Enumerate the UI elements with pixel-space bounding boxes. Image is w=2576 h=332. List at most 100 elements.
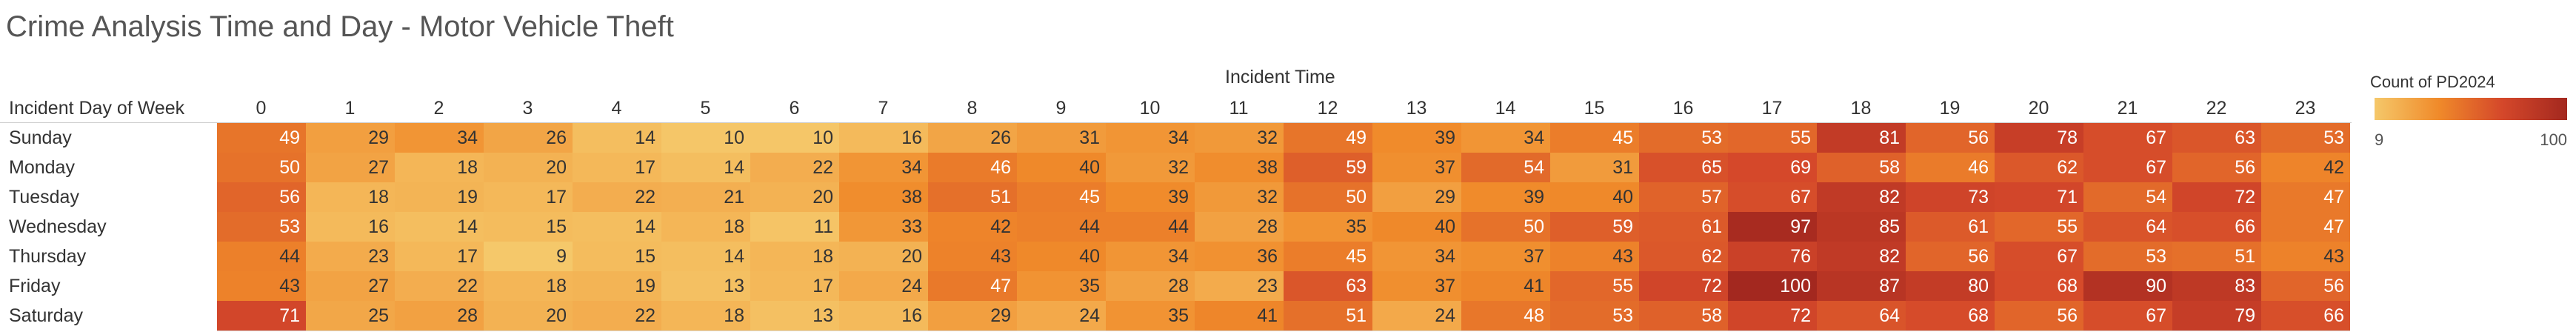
heatmap-cell[interactable]: 53 — [2083, 242, 2172, 271]
heatmap-cell[interactable]: 16 — [839, 301, 928, 331]
heatmap-cell[interactable]: 10 — [750, 123, 839, 153]
heatmap-cell[interactable]: 68 — [1995, 271, 2083, 301]
heatmap-cell[interactable]: 20 — [839, 242, 928, 271]
heatmap-cell[interactable]: 44 — [217, 242, 306, 271]
heatmap-cell[interactable]: 42 — [928, 212, 1017, 242]
heatmap-cell[interactable]: 27 — [306, 153, 395, 182]
heatmap-cell[interactable]: 32 — [1195, 123, 1284, 153]
heatmap-cell[interactable]: 50 — [1284, 182, 1372, 212]
heatmap-cell[interactable]: 18 — [484, 271, 573, 301]
heatmap-cell[interactable]: 53 — [2261, 123, 2350, 153]
heatmap-cell[interactable]: 38 — [1195, 153, 1284, 182]
heatmap-cell[interactable]: 73 — [1906, 182, 1995, 212]
heatmap-cell[interactable]: 54 — [2083, 182, 2172, 212]
heatmap-cell[interactable]: 22 — [395, 271, 484, 301]
heatmap-cell[interactable]: 57 — [1639, 182, 1728, 212]
heatmap-cell[interactable]: 47 — [2261, 182, 2350, 212]
heatmap-cell[interactable]: 18 — [750, 242, 839, 271]
heatmap-cell[interactable]: 39 — [1106, 182, 1195, 212]
heatmap-cell[interactable]: 41 — [1461, 271, 1550, 301]
heatmap-cell[interactable]: 59 — [1284, 153, 1372, 182]
heatmap-cell[interactable]: 24 — [1017, 301, 1106, 331]
heatmap-cell[interactable]: 14 — [573, 123, 661, 153]
heatmap-cell[interactable]: 43 — [1550, 242, 1639, 271]
heatmap-cell[interactable]: 37 — [1372, 153, 1461, 182]
heatmap-cell[interactable]: 28 — [1195, 212, 1284, 242]
heatmap-cell[interactable]: 67 — [1728, 182, 1817, 212]
heatmap-cell[interactable]: 83 — [2172, 271, 2261, 301]
heatmap-cell[interactable]: 35 — [1017, 271, 1106, 301]
heatmap-cell[interactable]: 29 — [928, 301, 1017, 331]
heatmap-cell[interactable]: 22 — [573, 301, 661, 331]
heatmap-cell[interactable]: 17 — [750, 271, 839, 301]
heatmap-cell[interactable]: 51 — [2172, 242, 2261, 271]
heatmap-cell[interactable]: 24 — [1372, 301, 1461, 331]
heatmap-cell[interactable]: 33 — [839, 212, 928, 242]
heatmap-cell[interactable]: 54 — [1461, 153, 1550, 182]
heatmap-cell[interactable]: 32 — [1195, 182, 1284, 212]
heatmap-cell[interactable]: 45 — [1550, 123, 1639, 153]
heatmap-cell[interactable]: 22 — [573, 182, 661, 212]
heatmap-cell[interactable]: 14 — [661, 242, 750, 271]
heatmap-cell[interactable]: 78 — [1995, 123, 2083, 153]
heatmap-cell[interactable]: 37 — [1372, 271, 1461, 301]
heatmap-cell[interactable]: 35 — [1106, 301, 1195, 331]
heatmap-cell[interactable]: 63 — [2172, 123, 2261, 153]
legend-color-ramp[interactable] — [2375, 98, 2567, 120]
heatmap-cell[interactable]: 18 — [306, 182, 395, 212]
heatmap-cell[interactable]: 24 — [839, 271, 928, 301]
heatmap-cell[interactable]: 49 — [1284, 123, 1372, 153]
heatmap-cell[interactable]: 90 — [2083, 271, 2172, 301]
heatmap-cell[interactable]: 69 — [1728, 153, 1817, 182]
heatmap-cell[interactable]: 64 — [2083, 212, 2172, 242]
heatmap-cell[interactable]: 28 — [395, 301, 484, 331]
heatmap-cell[interactable]: 64 — [1817, 301, 1906, 331]
heatmap-cell[interactable]: 29 — [306, 123, 395, 153]
heatmap-cell[interactable]: 18 — [661, 212, 750, 242]
heatmap-cell[interactable]: 25 — [306, 301, 395, 331]
heatmap-cell[interactable]: 17 — [573, 153, 661, 182]
heatmap-cell[interactable]: 56 — [1906, 123, 1995, 153]
heatmap-cell[interactable]: 59 — [1550, 212, 1639, 242]
heatmap-cell[interactable]: 80 — [1906, 271, 1995, 301]
heatmap-cell[interactable]: 53 — [217, 212, 306, 242]
heatmap-cell[interactable]: 53 — [1639, 123, 1728, 153]
heatmap-cell[interactable]: 15 — [484, 212, 573, 242]
heatmap-cell[interactable]: 56 — [1995, 301, 2083, 331]
heatmap-cell[interactable]: 72 — [1639, 271, 1728, 301]
heatmap-cell[interactable]: 34 — [1106, 123, 1195, 153]
heatmap-cell[interactable]: 55 — [1995, 212, 2083, 242]
heatmap-cell[interactable]: 47 — [2261, 212, 2350, 242]
heatmap-cell[interactable]: 62 — [1995, 153, 2083, 182]
heatmap-cell[interactable]: 67 — [2083, 123, 2172, 153]
heatmap-cell[interactable]: 68 — [1906, 301, 1995, 331]
heatmap-cell[interactable]: 23 — [306, 242, 395, 271]
heatmap-cell[interactable]: 29 — [1372, 182, 1461, 212]
heatmap-cell[interactable]: 87 — [1817, 271, 1906, 301]
heatmap-cell[interactable]: 13 — [750, 301, 839, 331]
heatmap-cell[interactable]: 79 — [2172, 301, 2261, 331]
heatmap-cell[interactable]: 44 — [1106, 212, 1195, 242]
heatmap-cell[interactable]: 67 — [2083, 153, 2172, 182]
heatmap-cell[interactable]: 61 — [1639, 212, 1728, 242]
heatmap-cell[interactable]: 66 — [2261, 301, 2350, 331]
heatmap-cell[interactable]: 40 — [1550, 182, 1639, 212]
heatmap-cell[interactable]: 17 — [484, 182, 573, 212]
heatmap-cell[interactable]: 63 — [1284, 271, 1372, 301]
heatmap-cell[interactable]: 76 — [1728, 242, 1817, 271]
heatmap-cell[interactable]: 45 — [1017, 182, 1106, 212]
heatmap-cell[interactable]: 58 — [1817, 153, 1906, 182]
heatmap-cell[interactable]: 19 — [573, 271, 661, 301]
heatmap-cell[interactable]: 48 — [1461, 301, 1550, 331]
heatmap-cell[interactable]: 26 — [484, 123, 573, 153]
heatmap-cell[interactable]: 81 — [1817, 123, 1906, 153]
heatmap-cell[interactable]: 20 — [484, 301, 573, 331]
heatmap-cell[interactable]: 23 — [1195, 271, 1284, 301]
heatmap-cell[interactable]: 46 — [928, 153, 1017, 182]
heatmap-cell[interactable]: 19 — [395, 182, 484, 212]
heatmap-cell[interactable]: 82 — [1817, 242, 1906, 271]
heatmap-cell[interactable]: 43 — [2261, 242, 2350, 271]
heatmap-cell[interactable]: 46 — [1906, 153, 1995, 182]
heatmap-cell[interactable]: 41 — [1195, 301, 1284, 331]
heatmap-cell[interactable]: 17 — [395, 242, 484, 271]
